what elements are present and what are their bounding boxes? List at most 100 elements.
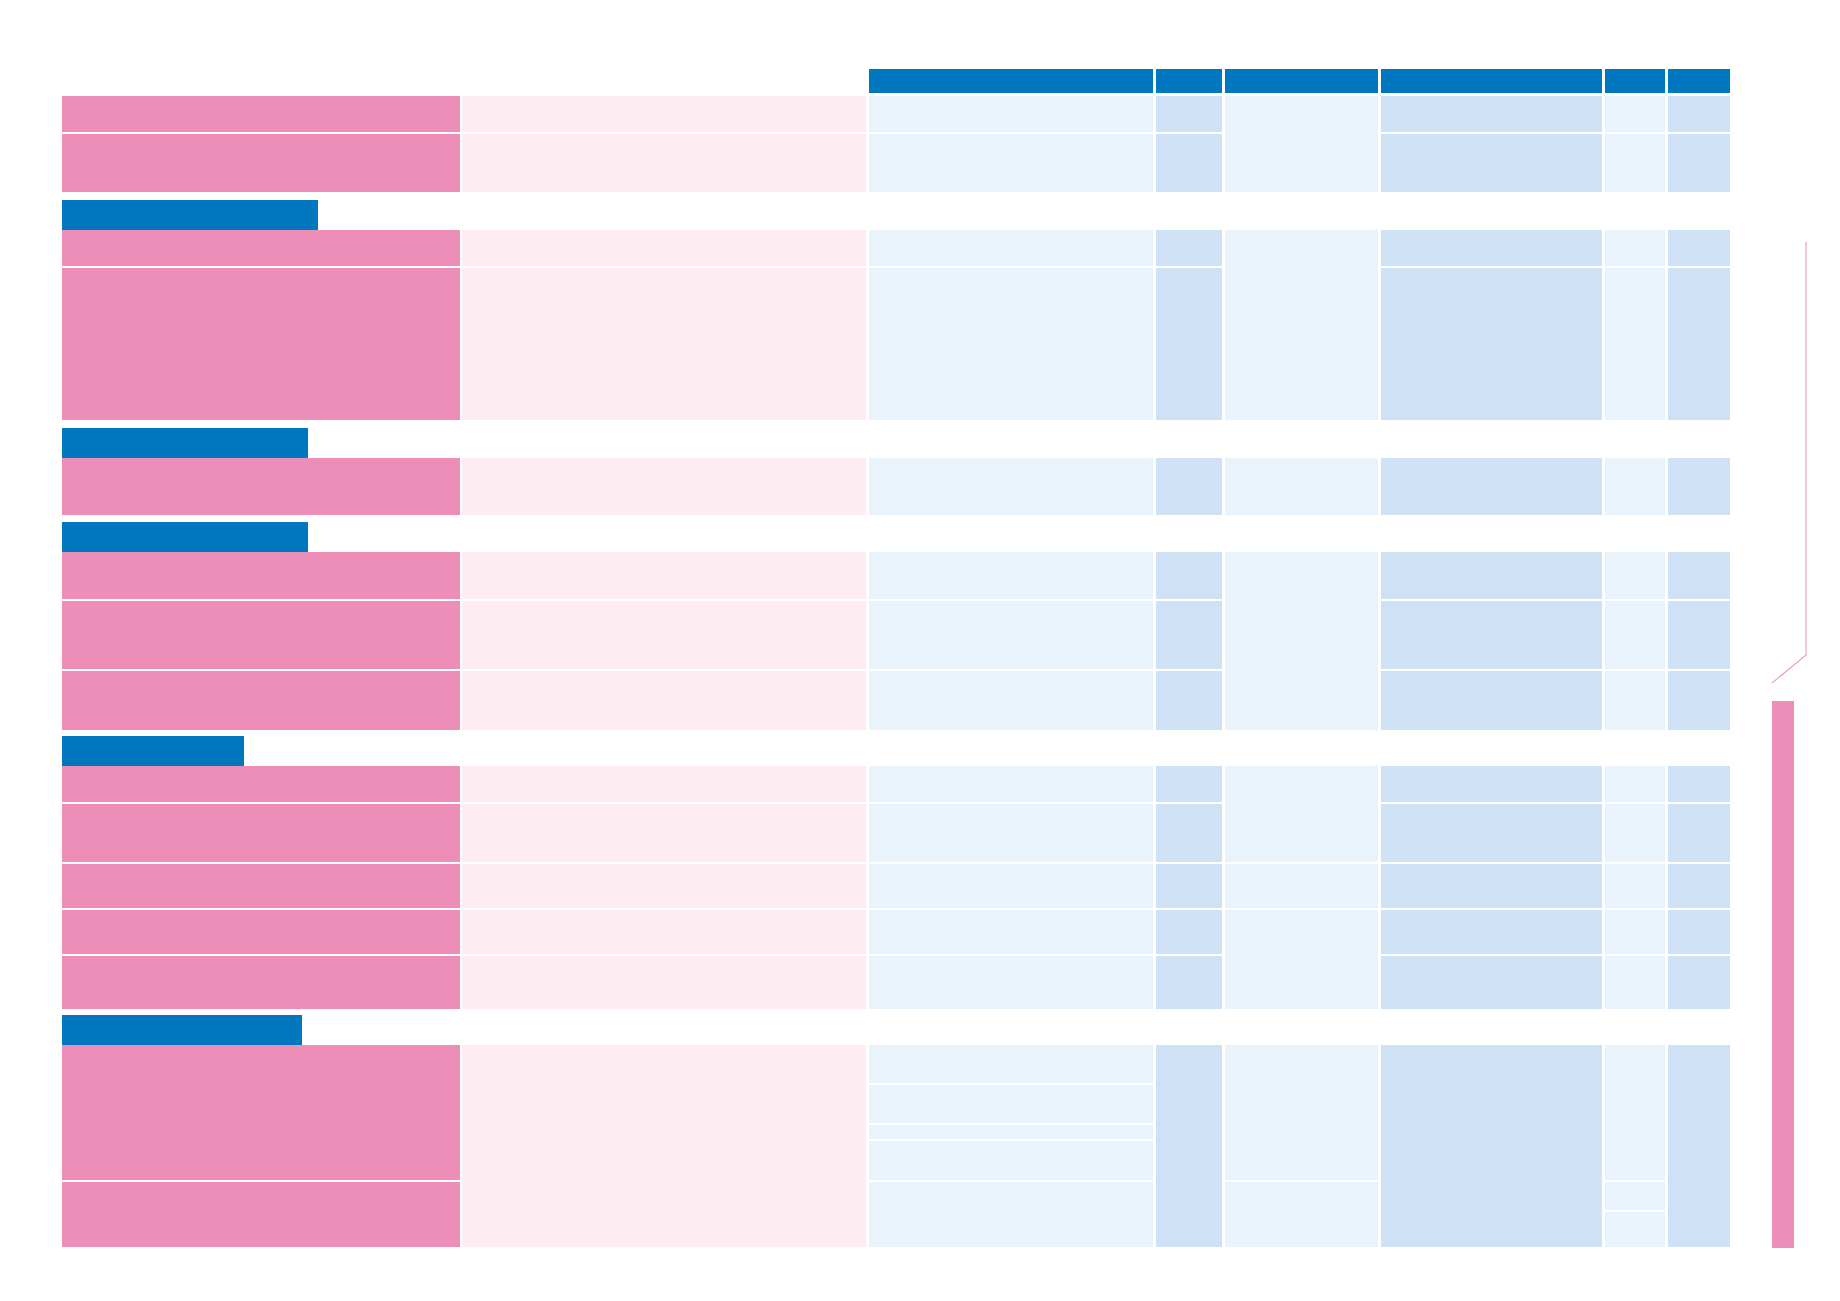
s4-r2-c2 xyxy=(1156,601,1222,669)
s6-c1-d xyxy=(869,1141,1153,1180)
s1-r1-c5 xyxy=(1605,96,1665,132)
s5-r1-desc xyxy=(462,766,866,802)
s5-r1-c5 xyxy=(1605,766,1665,802)
s2-r2-c1 xyxy=(869,268,1153,420)
s5-r4-c5 xyxy=(1605,910,1665,954)
header-col-4 xyxy=(1381,69,1602,93)
s4-r3-c6 xyxy=(1668,671,1730,730)
s2-r1-label xyxy=(62,230,460,266)
s6-c4-merged xyxy=(1381,1045,1602,1247)
s3-r1-c3 xyxy=(1225,458,1378,515)
s2-r1-c4 xyxy=(1381,230,1602,266)
s4-r1-c1 xyxy=(869,552,1153,599)
s5-r2-c6 xyxy=(1668,804,1730,862)
header-col-3 xyxy=(1225,69,1378,93)
s4-r2-desc xyxy=(462,601,866,669)
s2-r2-c6 xyxy=(1668,268,1730,420)
s4-r3-c1 xyxy=(869,671,1153,730)
s1-r1-c6 xyxy=(1668,96,1730,132)
s5-r3-c6 xyxy=(1668,864,1730,908)
s5-r4-c4 xyxy=(1381,910,1602,954)
s2-r2-c2 xyxy=(1156,268,1222,420)
s4-r1-c5 xyxy=(1605,552,1665,599)
s6-c1-e xyxy=(869,1182,1153,1247)
s2-heading xyxy=(62,200,318,230)
s4-r2-c4 xyxy=(1381,601,1602,669)
s5-r3-c5 xyxy=(1605,864,1665,908)
s4-r1-c6 xyxy=(1668,552,1730,599)
s5-heading xyxy=(62,736,244,766)
s6-c5-b xyxy=(1605,1182,1665,1210)
s2-r1-c1 xyxy=(869,230,1153,266)
s4-r2-c1 xyxy=(869,601,1153,669)
s1-r1-label xyxy=(62,96,460,132)
s4-r1-desc xyxy=(462,552,866,599)
s5-r2-label xyxy=(62,804,460,862)
s6-c1-b xyxy=(869,1085,1153,1123)
s4-r2-label xyxy=(62,601,460,669)
s6-c6-merged xyxy=(1668,1045,1730,1247)
s3-r1-desc xyxy=(462,458,866,515)
s2-rows-c3-merged xyxy=(1225,230,1378,420)
s5-r1-c2 xyxy=(1156,766,1222,802)
s3-r1-c6 xyxy=(1668,458,1730,515)
s5-r2-desc xyxy=(462,804,866,862)
s2-r1-c5 xyxy=(1605,230,1665,266)
s3-r1-c1 xyxy=(869,458,1153,515)
s4-r3-c4 xyxy=(1381,671,1602,730)
s2-r1-c6 xyxy=(1668,230,1730,266)
s5-r4-c1 xyxy=(869,910,1153,954)
s2-r2-c5 xyxy=(1605,268,1665,420)
s5-r3-c1 xyxy=(869,864,1153,908)
s3-r1-label xyxy=(62,458,460,515)
s5-r5-c5 xyxy=(1605,956,1665,1009)
s4-r1-c2 xyxy=(1156,552,1222,599)
s5-r3-c2 xyxy=(1156,864,1222,908)
header-col-2 xyxy=(1156,69,1222,93)
s1-r1-c2 xyxy=(1156,96,1222,132)
s5-r4-c6 xyxy=(1668,910,1730,954)
header-col-1 xyxy=(869,69,1153,93)
s5-r5-c2 xyxy=(1156,956,1222,1009)
header-col-5 xyxy=(1605,69,1665,93)
s6-r2-c3 xyxy=(1225,1182,1378,1247)
s5-r1-c4 xyxy=(1381,766,1602,802)
s1-r2-c2 xyxy=(1156,134,1222,192)
s3-r1-c2 xyxy=(1156,458,1222,515)
s5-r2-c4 xyxy=(1381,804,1602,862)
s1-r1-c4 xyxy=(1381,96,1602,132)
s6-c1-a xyxy=(869,1045,1153,1083)
s4-r1-label xyxy=(62,552,460,599)
s4-r2-c6 xyxy=(1668,601,1730,669)
s5-r2-c5 xyxy=(1605,804,1665,862)
s5-r5-c4 xyxy=(1381,956,1602,1009)
s5-r5-c6 xyxy=(1668,956,1730,1009)
s5-r4-label xyxy=(62,910,460,954)
s3-heading xyxy=(62,428,308,458)
s6-c1-c xyxy=(869,1125,1153,1139)
s6-c2-merged xyxy=(1156,1045,1222,1247)
s1-r2-c1 xyxy=(869,134,1153,192)
s1-r1-c1 xyxy=(869,96,1153,132)
s5-r3-desc xyxy=(462,864,866,908)
s2-r1-c2 xyxy=(1156,230,1222,266)
s5-r1-label xyxy=(62,766,460,802)
s1-r1-desc xyxy=(462,96,866,132)
s6-r2-label xyxy=(62,1182,460,1247)
s5-r1-c6 xyxy=(1668,766,1730,802)
s5-r4-c2 xyxy=(1156,910,1222,954)
s2-r2-desc xyxy=(462,268,866,420)
s4-r3-desc xyxy=(462,671,866,730)
s3-r1-c5 xyxy=(1605,458,1665,515)
s5-r5-desc xyxy=(462,956,866,1009)
s5-r2-c1 xyxy=(869,804,1153,862)
s4-r1-c4 xyxy=(1381,552,1602,599)
s2-r2-label xyxy=(62,268,460,420)
s5-r2-c2 xyxy=(1156,804,1222,862)
s5-r4-5-c3-merged xyxy=(1225,910,1378,1009)
s2-r2-c4 xyxy=(1381,268,1602,420)
s6-c5-c xyxy=(1605,1212,1665,1247)
s6-c5-a xyxy=(1605,1045,1665,1180)
s1-r2-c6 xyxy=(1668,134,1730,192)
